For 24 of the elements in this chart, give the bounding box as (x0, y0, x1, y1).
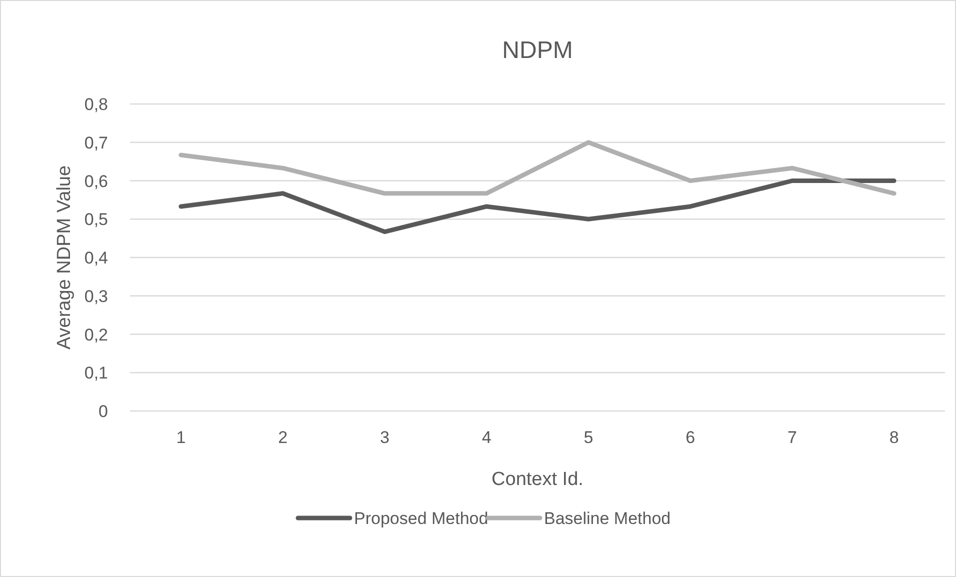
x-tick-label: 4 (482, 428, 492, 447)
y-tick-label: 0,2 (84, 325, 108, 344)
line-series (178, 140, 896, 196)
y-tick-label: 0,4 (84, 248, 108, 268)
x-tick-label: 2 (278, 428, 288, 447)
x-tick-label: 8 (889, 428, 899, 447)
y-tick-label: 0,8 (84, 95, 108, 114)
y-axis-title: Average NDPM Value (54, 165, 75, 350)
x-tick-label: 1 (176, 428, 186, 447)
y-tick-label: 0,5 (84, 210, 108, 230)
x-tick-label: 5 (584, 428, 594, 447)
legend-label: Baseline Method (544, 509, 671, 528)
y-tick-label: 0,6 (84, 172, 108, 191)
y-tick-label: 0,1 (84, 364, 108, 383)
y-tick-label: 0,3 (84, 286, 108, 306)
y-tick-label: 0,7 (84, 133, 108, 152)
y-tick-label: 0 (98, 402, 108, 421)
legend-label: Proposed Method (354, 509, 488, 528)
x-tick-label: 3 (380, 428, 390, 447)
x-tick-label: 6 (686, 428, 696, 447)
chart-title: NDPM (502, 37, 573, 64)
line-series (178, 178, 896, 234)
x-axis-title: Context Id. (492, 469, 584, 490)
x-tick-label: 7 (787, 428, 797, 447)
